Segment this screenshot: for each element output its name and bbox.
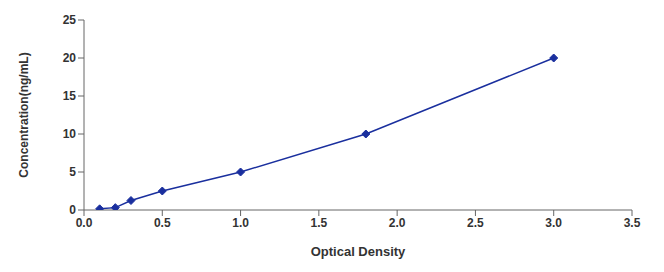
svg-text:0.5: 0.5 <box>154 216 171 230</box>
svg-text:1.5: 1.5 <box>311 216 328 230</box>
svg-text:25: 25 <box>63 13 77 27</box>
svg-text:Optical Density: Optical Density <box>311 244 406 259</box>
svg-text:5: 5 <box>69 165 76 179</box>
svg-text:2.0: 2.0 <box>389 216 406 230</box>
svg-text:0.0: 0.0 <box>76 216 93 230</box>
svg-text:Concentration(ng/mL): Concentration(ng/mL) <box>17 52 31 177</box>
svg-text:1.0: 1.0 <box>232 216 249 230</box>
svg-text:15: 15 <box>63 89 77 103</box>
svg-text:3.5: 3.5 <box>624 216 641 230</box>
svg-text:0: 0 <box>69 203 76 217</box>
svg-text:20: 20 <box>63 51 77 65</box>
svg-text:2.5: 2.5 <box>467 216 484 230</box>
svg-text:10: 10 <box>63 127 77 141</box>
svg-text:3.0: 3.0 <box>545 216 562 230</box>
